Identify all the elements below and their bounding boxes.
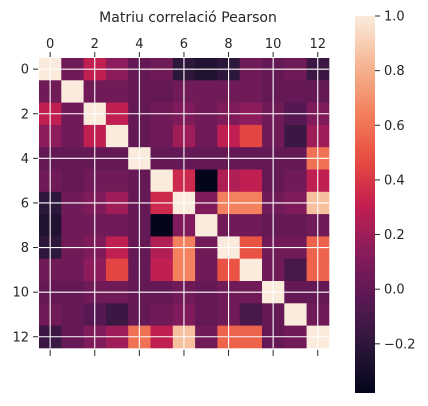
heatmap-cell [284,124,307,148]
y-tick-label: 6 [21,196,29,211]
heatmap-cell [150,214,174,237]
heatmap-cell [105,258,129,282]
heatmap-cell [105,124,129,148]
colorbar-tick-label: 0.8 [384,64,405,79]
heatmap-cell [195,124,218,148]
heatmap-cell [195,303,218,326]
heatmap-cell [195,214,218,237]
x-axis-ticks: 0 2 4 6 8 10 12 [46,37,326,356]
heatmap-cell [61,124,84,148]
heatmap-cell [150,258,174,282]
colorbar-tick-label: 1.0 [384,10,405,25]
x-tick-label: 2 [91,37,99,52]
heatmap-cell [61,80,84,103]
colorbar: 1.0 0.8 0.6 0.4 0.2 0.0 −0.2 [355,10,416,393]
heatmap-gridlines [39,58,329,348]
heatmap-cell [105,80,129,103]
heatmap-cell [105,303,129,326]
x-tick-label: 0 [46,37,54,52]
y-tick-label: 12 [12,330,29,345]
heatmap-cell [239,258,263,282]
heatmap-cell [61,258,84,282]
colorbar-tick-label: 0.4 [384,173,405,188]
heatmap-cell [284,80,307,103]
heatmap-cell [61,169,84,193]
heatmap-cell [239,303,263,326]
heatmap-cell [284,258,307,282]
heatmap-cell [61,214,84,237]
heatmap-cell [105,214,129,237]
colorbar-tick-label: 0.0 [384,283,405,298]
colorbar-tick-label: −0.2 [384,337,416,352]
chart-title: Matriu correlació Pearson [99,10,277,26]
heatmap-cell [150,124,174,148]
x-tick-label: 12 [309,37,326,52]
y-tick-label: 10 [12,286,29,301]
y-tick-label: 2 [21,107,29,122]
y-tick-label: 4 [21,152,29,167]
heatmap-cell [195,80,218,103]
heatmap-cell [284,303,307,326]
colorbar-tick-label: 0.2 [384,228,405,243]
heatmap-cell [195,169,218,193]
heatmap-cell [239,80,263,103]
heatmap-cell [239,124,263,148]
y-axis-ticks: 0 2 4 6 8 10 12 [12,63,38,345]
y-tick-label: 8 [21,241,29,256]
colorbar-tick-label: 0.6 [384,119,405,134]
heatmap-cell [150,169,174,193]
heatmap-cell [284,169,307,193]
x-tick-label: 6 [180,37,188,52]
x-tick-label: 4 [135,37,143,52]
heatmap-cell [284,214,307,237]
heatmap-cell [61,303,84,326]
heatmap-cell [239,169,263,193]
heatmap-cell [150,303,174,326]
x-tick-label: 10 [265,37,282,52]
colorbar-gradient [355,16,375,393]
heatmap-cell [150,80,174,103]
x-tick-label: 8 [224,37,232,52]
heatmap-cell [195,258,218,282]
heatmap-cell [239,214,263,237]
y-tick-label: 0 [21,63,29,78]
heatmap-cell [105,169,129,193]
